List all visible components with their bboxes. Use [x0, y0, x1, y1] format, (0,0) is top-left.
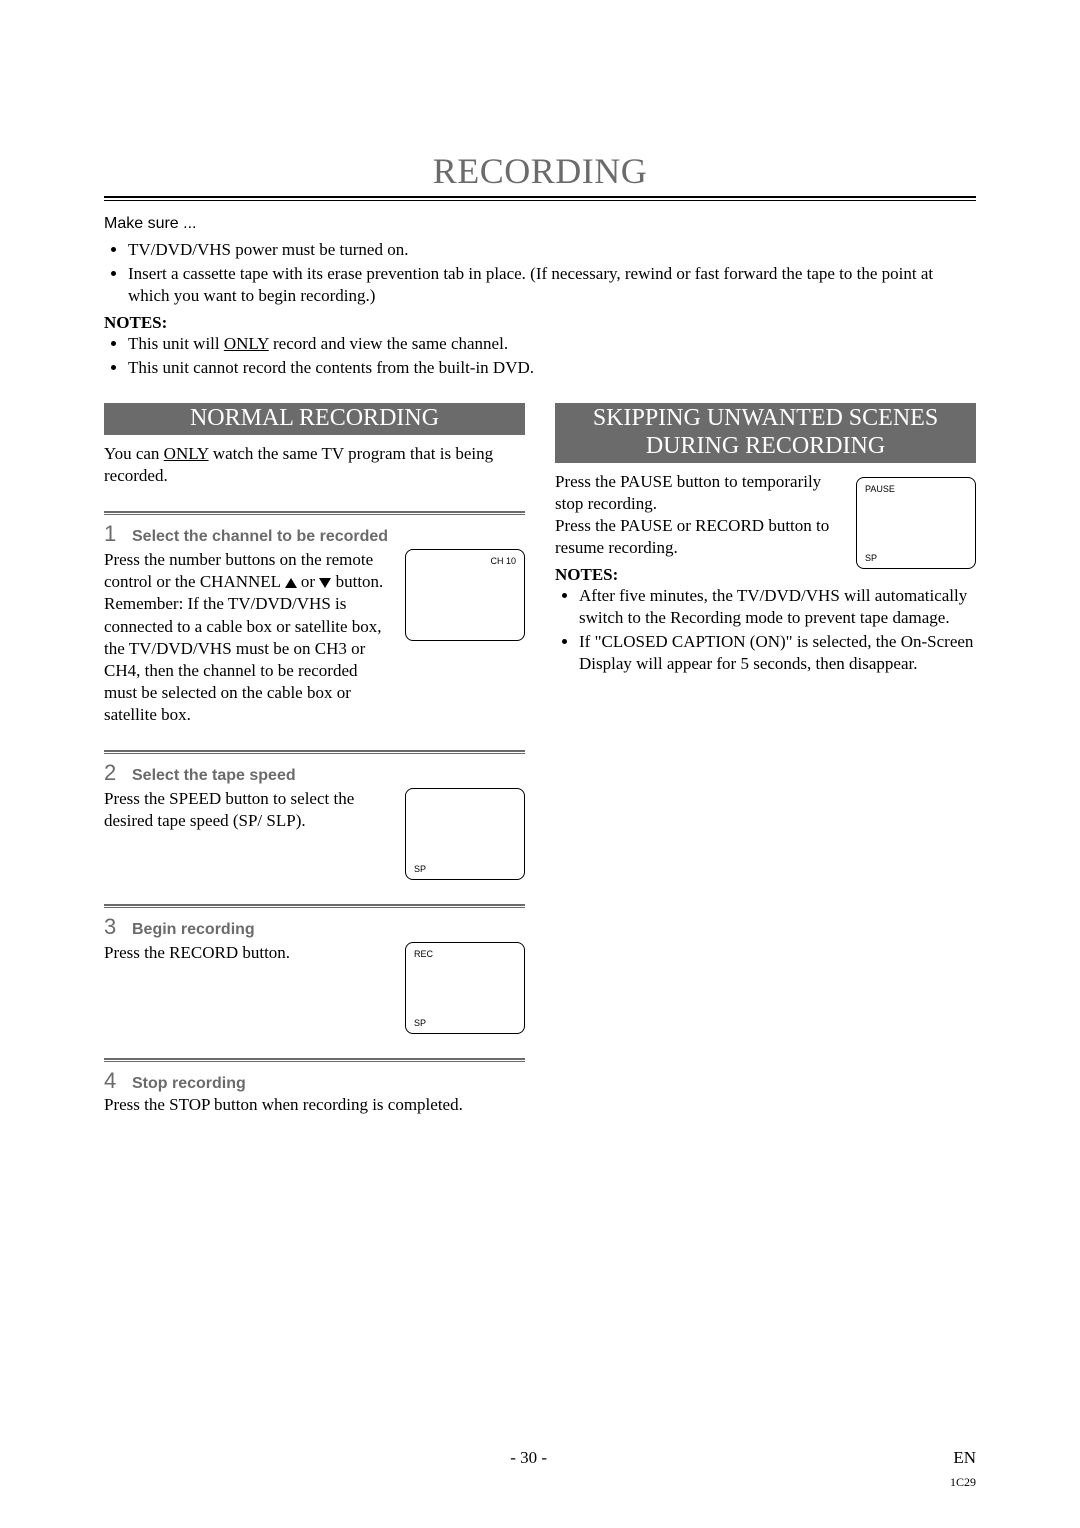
step-number: 3: [104, 914, 122, 940]
step-rule: [104, 904, 525, 906]
step-text-4: Press the STOP button when recording is …: [104, 1094, 525, 1116]
title-rule-thin: [104, 200, 976, 201]
page-number: - 30 -: [510, 1448, 547, 1468]
lang-code: EN: [953, 1448, 976, 1468]
tv-label: SP: [414, 864, 426, 874]
step-head-3: 3 Begin recording: [104, 914, 525, 940]
step-title: Begin recording: [132, 921, 255, 939]
tv-label: SP: [414, 1018, 426, 1028]
tv-screen-icon: CH 10: [405, 549, 525, 641]
tv-label: PAUSE: [865, 484, 895, 494]
tv-screen-icon: PAUSE SP: [856, 477, 976, 569]
step-number: 4: [104, 1068, 122, 1094]
tv-label: REC: [414, 949, 433, 959]
only-underline: ONLY: [164, 444, 209, 463]
step-head-1: 1 Select the channel to be recorded: [104, 521, 525, 547]
step-rule: [104, 750, 525, 752]
step-rule: [104, 514, 525, 515]
step-title: Select the channel to be recorded: [132, 528, 388, 546]
make-sure-list: TV/DVD/VHS power must be turned on. Inse…: [104, 239, 976, 307]
list-item: Insert a cassette tape with its erase pr…: [128, 263, 976, 307]
page-footer: - 30 - EN 1C29: [104, 1448, 976, 1468]
step-head-4: 4 Stop recording: [104, 1068, 525, 1094]
notes-label: NOTES:: [104, 313, 976, 333]
step-text-1: Press the number buttons on the remote c…: [104, 549, 391, 726]
step-number: 2: [104, 760, 122, 786]
only-underline: ONLY: [224, 334, 269, 353]
notes-list: This unit will ONLY record and view the …: [104, 333, 976, 379]
tv-label: CH 10: [490, 556, 516, 566]
step-rule: [104, 753, 525, 754]
step-rule: [104, 907, 525, 908]
notes-text-pre: This unit will: [128, 334, 224, 353]
tv-screen-icon: REC SP: [405, 942, 525, 1034]
list-item: After five minutes, the TV/DVD/VHS will …: [579, 585, 976, 629]
left-column: NORMAL RECORDING You can ONLY watch the …: [104, 403, 525, 1116]
normal-intro: You can ONLY watch the same TV program t…: [104, 443, 525, 487]
section-band-normal: NORMAL RECORDING: [104, 403, 525, 435]
t: or: [297, 572, 320, 591]
right-column: SKIPPING UNWANTED SCENES DURING RECORDIN…: [555, 403, 976, 1116]
list-item: TV/DVD/VHS power must be turned on.: [128, 239, 976, 261]
section-band-skip: SKIPPING UNWANTED SCENES DURING RECORDIN…: [555, 403, 976, 462]
step-title: Select the tape speed: [132, 767, 296, 785]
step-head-2: 2 Select the tape speed: [104, 760, 525, 786]
title-rule: [104, 196, 976, 198]
t: Remember: If the TV/DVD/VHS is connected…: [104, 594, 382, 723]
down-arrow-icon: [319, 578, 331, 588]
skip-para: Press the PAUSE button to temporarily st…: [555, 471, 842, 559]
step-rule: [104, 511, 525, 513]
tv-label: SP: [865, 553, 877, 563]
page-title: RECORDING: [104, 150, 976, 192]
list-item: If "CLOSED CAPTION (ON)" is selected, th…: [579, 631, 976, 675]
notes-text-post: record and view the same channel.: [269, 334, 508, 353]
step-number: 1: [104, 521, 122, 547]
up-arrow-icon: [285, 578, 297, 588]
t: button.: [331, 572, 383, 591]
step-text-2: Press the SPEED button to select the des…: [104, 788, 391, 832]
step-text-3: Press the RECORD button.: [104, 942, 391, 964]
list-item: This unit cannot record the contents fro…: [128, 357, 976, 379]
make-sure-label: Make sure ...: [104, 215, 976, 233]
intro-pre: You can: [104, 444, 164, 463]
notes-label: NOTES:: [555, 565, 842, 585]
right-notes-list: After five minutes, the TV/DVD/VHS will …: [555, 585, 976, 675]
step-rule: [104, 1058, 525, 1060]
tv-screen-icon: SP: [405, 788, 525, 880]
doc-code: 1C29: [950, 1475, 976, 1490]
list-item: This unit will ONLY record and view the …: [128, 333, 976, 355]
step-rule: [104, 1061, 525, 1062]
step-title: Stop recording: [132, 1075, 246, 1093]
